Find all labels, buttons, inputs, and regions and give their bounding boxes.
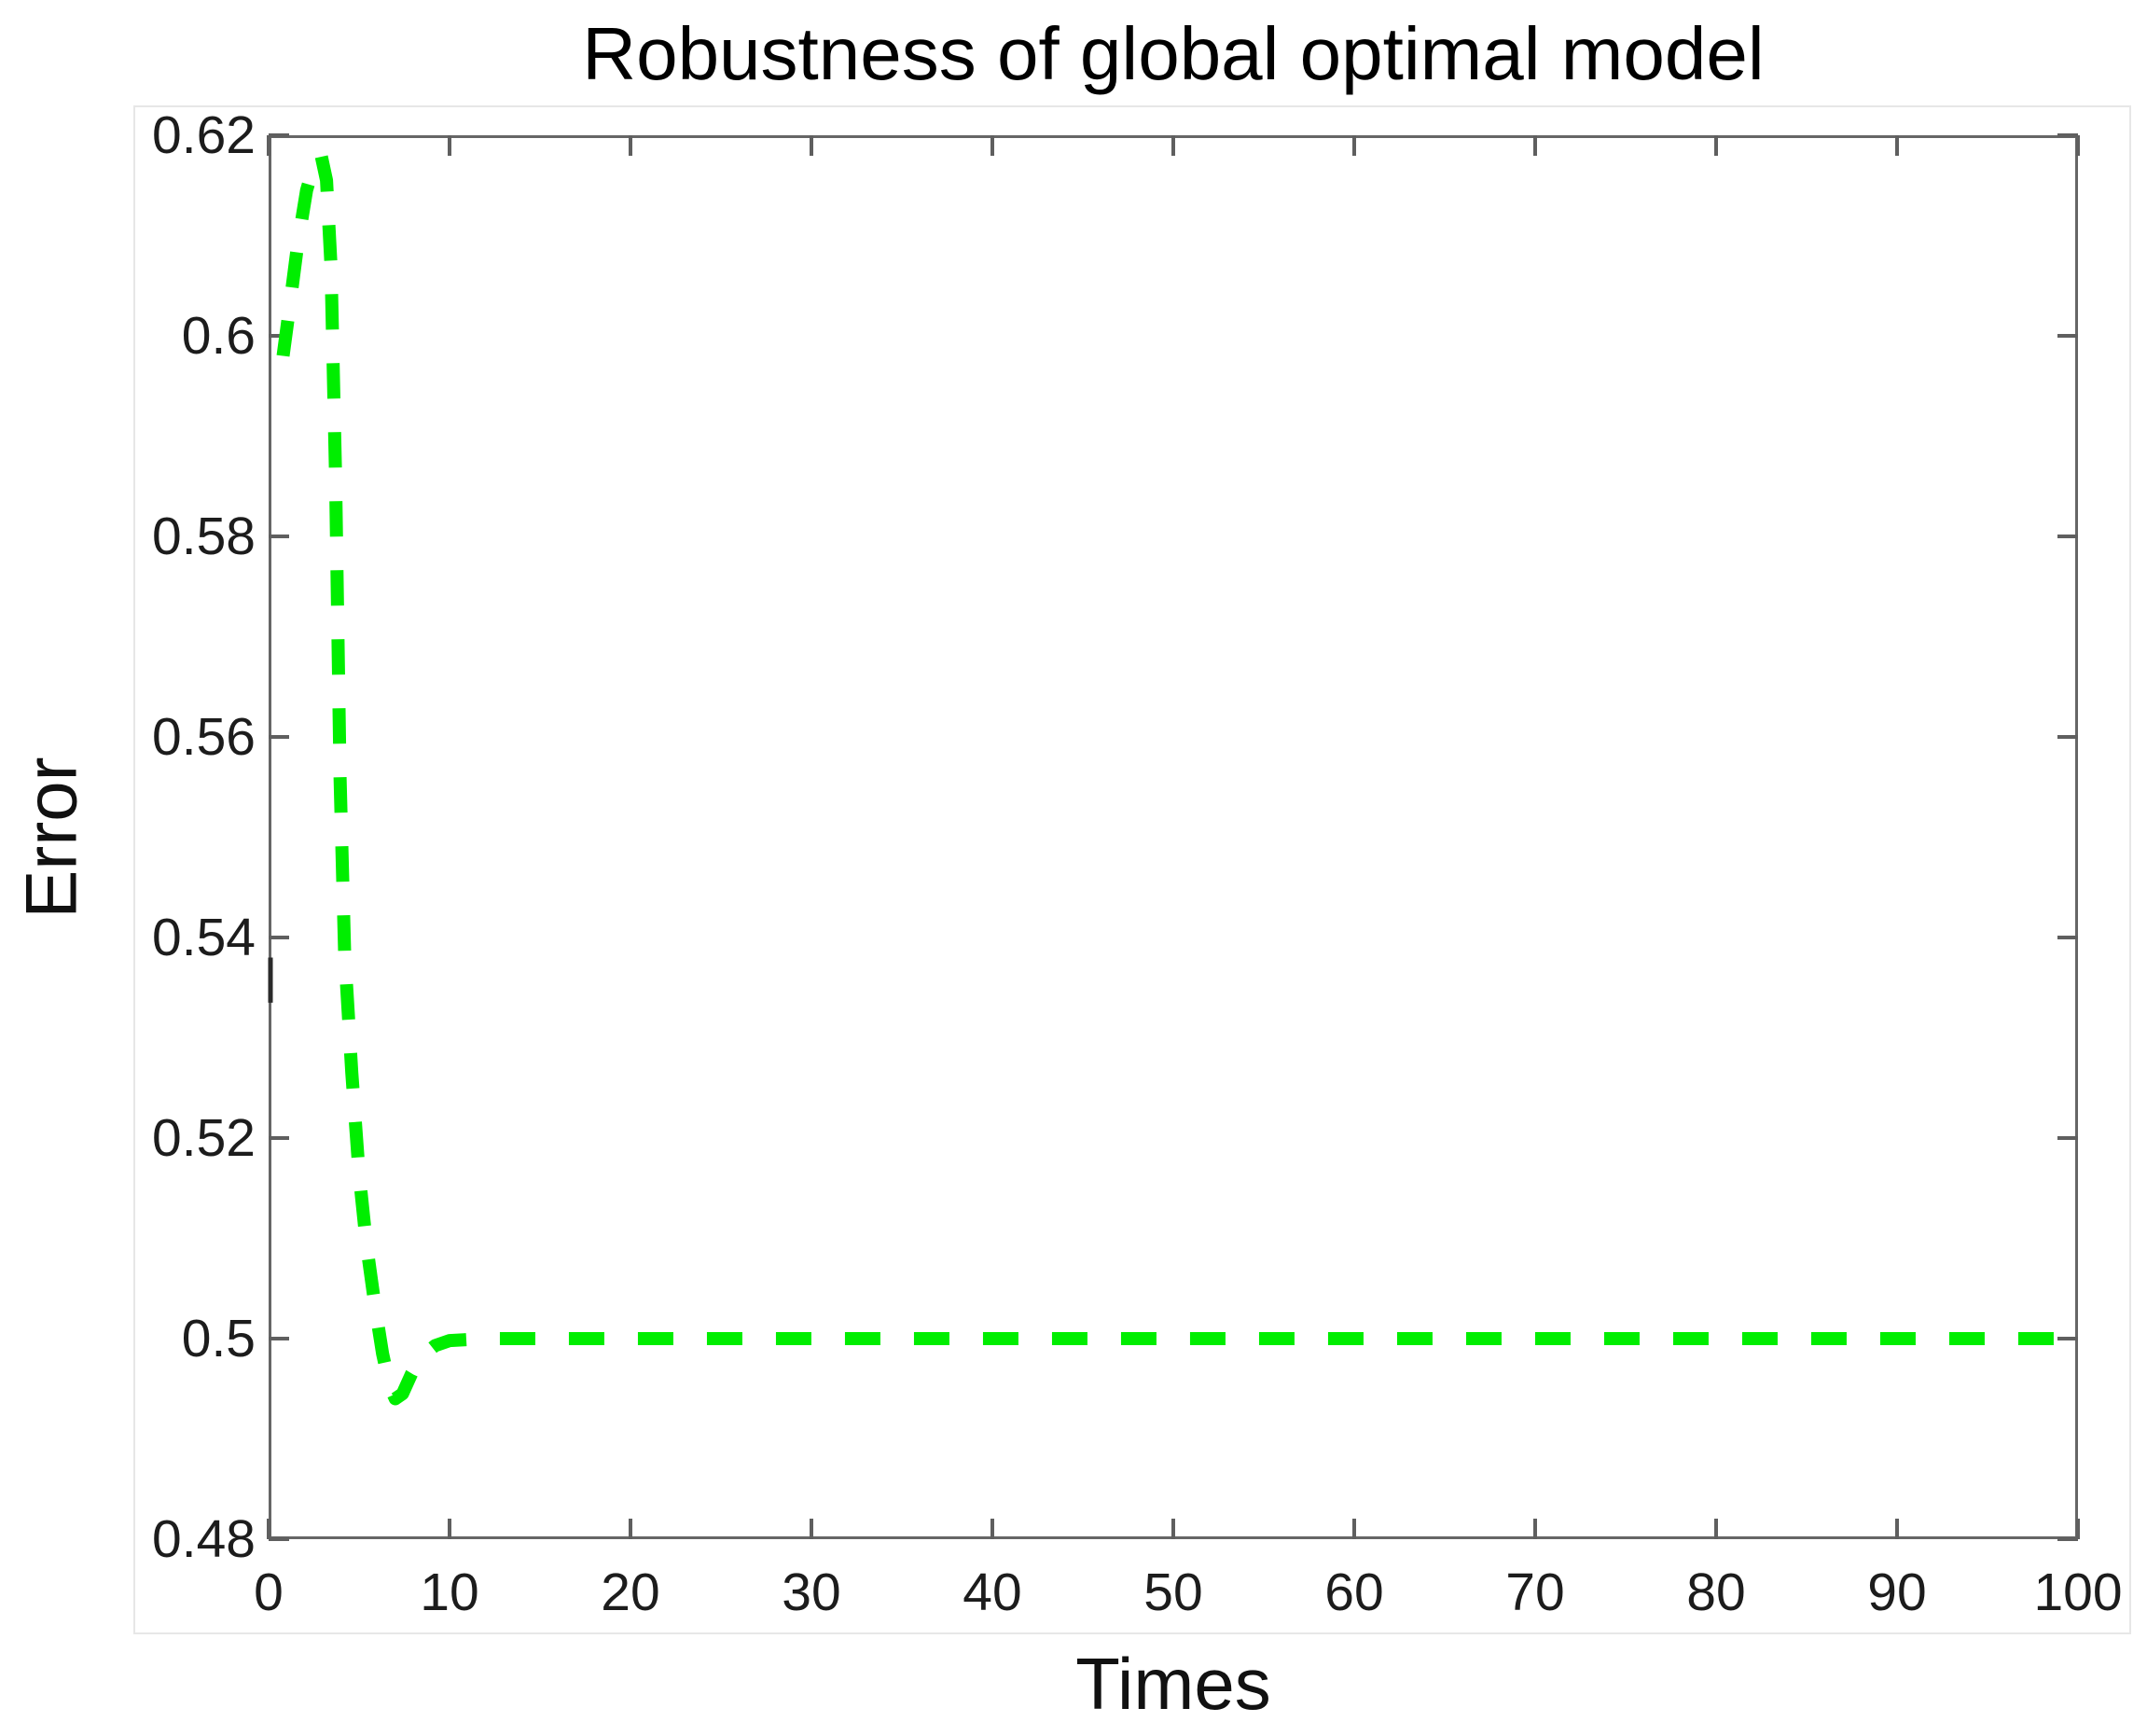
x-tick-label: 70 bbox=[1505, 1562, 1565, 1622]
y-axis-label: Error bbox=[9, 757, 92, 919]
x-tick-label: 20 bbox=[601, 1562, 660, 1622]
y-tick-label: 0.58 bbox=[152, 507, 256, 566]
x-tick-label: 30 bbox=[782, 1562, 841, 1622]
x-tick-label: 80 bbox=[1686, 1562, 1746, 1622]
x-tick-label: 50 bbox=[1143, 1562, 1203, 1622]
chart-title: Robustness of global optimal model bbox=[582, 12, 1765, 95]
y-tick-label: 0.5 bbox=[181, 1309, 256, 1368]
x-tick-label: 60 bbox=[1324, 1562, 1384, 1622]
x-tick-label: 100 bbox=[2033, 1562, 2123, 1622]
y-tick-label: 0.6 bbox=[181, 306, 256, 366]
y-tick-label: 0.56 bbox=[152, 707, 256, 767]
y-tick-label: 0.62 bbox=[152, 105, 256, 165]
x-tick-label: 90 bbox=[1867, 1562, 1927, 1622]
y-tick-label: 0.54 bbox=[152, 908, 256, 967]
x-axis-label: Times bbox=[1075, 1643, 1271, 1725]
x-tick-label: 0 bbox=[254, 1562, 284, 1622]
plot-area bbox=[267, 133, 2080, 1541]
x-tick-label: 40 bbox=[963, 1562, 1022, 1622]
y-tick-label: 0.52 bbox=[152, 1108, 256, 1168]
x-tick-label: 10 bbox=[420, 1562, 479, 1622]
y-tick-label: 0.48 bbox=[152, 1509, 256, 1569]
axis-spines bbox=[269, 135, 2078, 1539]
error-line-series bbox=[276, 148, 2078, 1406]
